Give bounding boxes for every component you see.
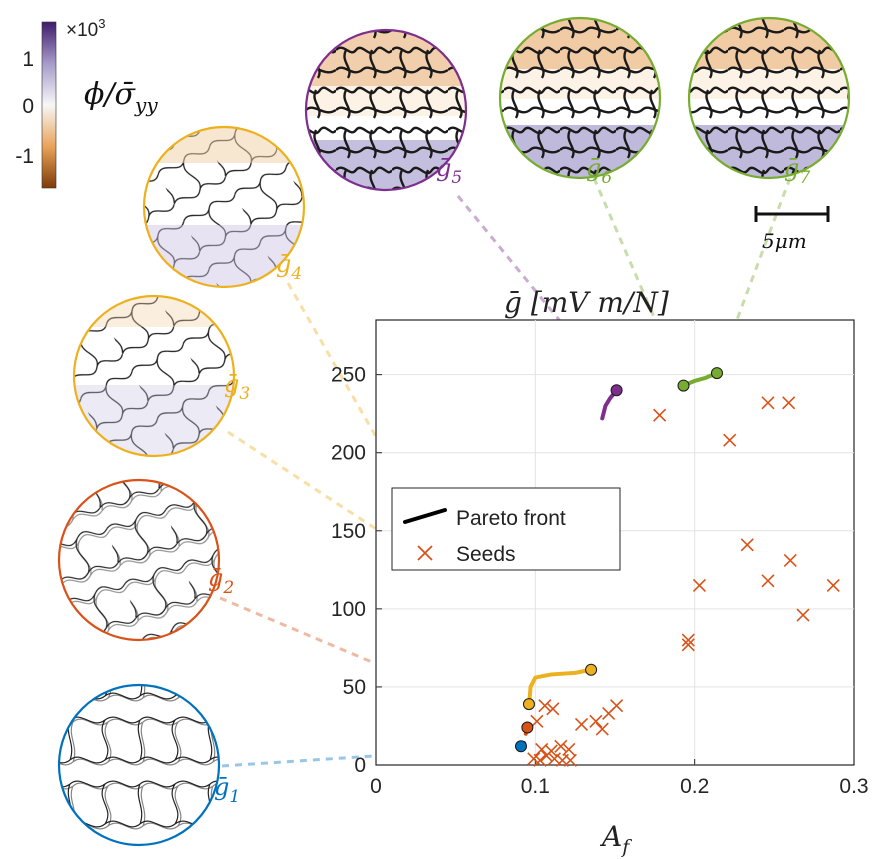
seed-point — [538, 699, 552, 713]
inset-g6-border — [498, 16, 662, 180]
inset-g1-border — [57, 683, 221, 847]
seed-point — [547, 752, 562, 766]
design-label-g6: ḡ6 — [586, 154, 612, 188]
design-label-g4: ḡ4 — [276, 250, 302, 284]
design-marker-g7 — [710, 367, 723, 380]
seed-point — [533, 753, 547, 767]
seed-point — [610, 699, 624, 713]
design-label-g7: ḡ7 — [784, 154, 810, 188]
seed-point — [544, 744, 558, 758]
axis-ticks: 0 0.1 0.2 0.3 0 50 100 150 200 250 — [331, 364, 869, 798]
scale-bar-line — [754, 206, 830, 222]
design-marker-g4 — [522, 698, 535, 711]
inset-g2: ḡ2 — [57, 478, 234, 642]
design-label-g2: ḡ2 — [208, 564, 234, 598]
inset-g2-border — [57, 478, 221, 642]
design-label-g5: ḡ5 — [436, 154, 462, 188]
chart-title: ḡ [mV m/N] — [504, 286, 669, 319]
y-tick-label: 250 — [331, 364, 366, 387]
inset-g5: ḡ5 — [304, 28, 468, 192]
colorbar-tick-label: 0 — [22, 95, 34, 118]
x-tick-label: 0.1 — [521, 775, 550, 798]
seed-point — [589, 714, 603, 728]
legend: Pareto front Seeds — [391, 487, 621, 571]
design-marker-g5 — [610, 384, 623, 397]
y-tick-label: 200 — [331, 442, 366, 465]
y-tick-label: 150 — [331, 520, 366, 543]
colorbar: ×103 1 0 -1 ϕ/σ̄yy — [15, 16, 158, 189]
colorbar-label: ϕ/σ̄yy — [84, 77, 158, 117]
seed-point — [574, 717, 589, 731]
x-axis-label: Af — [599, 820, 632, 858]
pareto-front-line — [526, 667, 594, 708]
legend-seeds-label: Seeds — [456, 543, 516, 566]
design-markers — [514, 367, 723, 753]
seed-point — [826, 578, 840, 593]
x-tick-label: 0.3 — [839, 775, 868, 798]
y-tick-label: 100 — [331, 598, 366, 621]
colorbar-tick-label: -1 — [15, 145, 34, 168]
seed-point — [761, 396, 775, 410]
legend-pareto-label: Pareto front — [456, 507, 566, 530]
seed-point — [761, 574, 775, 588]
design-marker-g3 — [585, 663, 598, 676]
x-tick-label: 0.2 — [680, 775, 709, 798]
design-label-g3: ḡ3 — [224, 370, 250, 404]
seed-point — [562, 742, 576, 756]
seed-point — [723, 433, 737, 447]
y-tick-label: 50 — [343, 676, 366, 699]
pareto-front-line — [681, 371, 719, 388]
x-tick-label: 0 — [370, 775, 382, 798]
legend-box — [391, 487, 621, 571]
design-marker-g2 — [521, 721, 534, 734]
seed-point — [783, 553, 797, 568]
inset-g1: ḡ1 — [57, 683, 240, 847]
colorbar-gradient — [41, 21, 57, 189]
seed-point — [563, 753, 577, 767]
seeds-series — [527, 396, 840, 767]
colorbar-tick-label: 1 — [22, 48, 34, 71]
inset-g3-border — [72, 294, 236, 458]
inset-g4: ḡ4 — [142, 125, 306, 289]
seed-point — [681, 638, 695, 652]
seed-point — [796, 608, 810, 622]
inset-g5-border — [304, 28, 468, 192]
seed-point — [653, 408, 667, 422]
inset-g4-border — [142, 125, 306, 289]
y-tick-label: 0 — [354, 754, 366, 777]
legend-seeds-swatch — [417, 545, 433, 561]
colorbar-multiplier: ×103 — [66, 16, 105, 41]
inset-g7: ḡ7 — [687, 16, 851, 188]
seed-point — [692, 578, 707, 593]
seed-point — [546, 702, 560, 716]
legend-pareto-swatch — [403, 508, 447, 524]
design-marker-g6 — [677, 379, 690, 392]
seed-point — [740, 538, 754, 552]
inset-g6: ḡ6 — [498, 16, 662, 188]
scale-bar: 5μm — [754, 206, 830, 253]
inset-g3: ḡ3 — [72, 294, 250, 458]
scale-bar-label: 5μm — [762, 229, 807, 253]
inset-g7-border — [687, 16, 851, 180]
seed-point — [681, 633, 695, 647]
seed-point — [782, 396, 796, 410]
design-label-g1: ḡ1 — [214, 773, 240, 807]
seed-point — [554, 739, 568, 753]
seed-point — [595, 722, 609, 736]
design-marker-g1 — [514, 740, 527, 753]
